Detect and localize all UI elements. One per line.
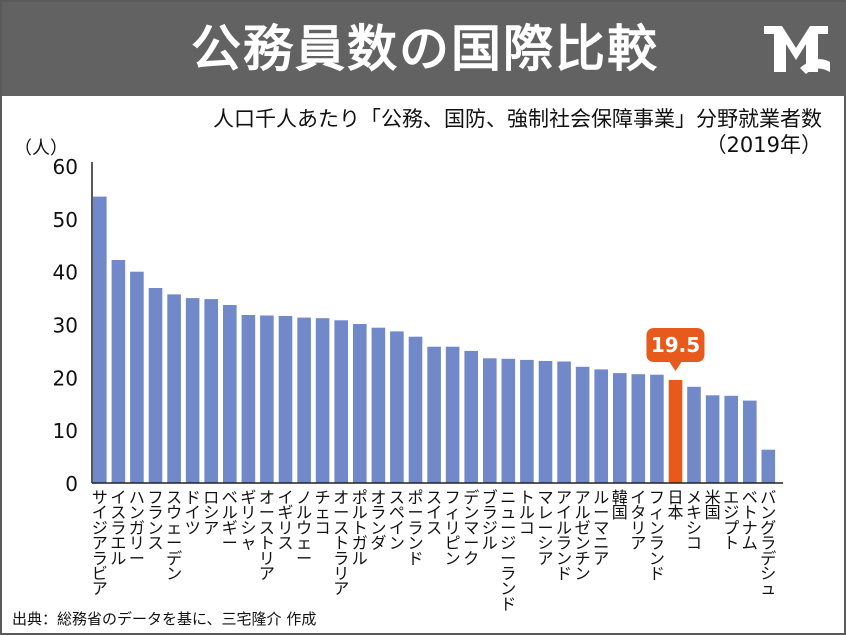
bar — [223, 305, 237, 483]
bar — [148, 288, 163, 483]
bar — [445, 346, 460, 483]
x-tick-label: マレーシア — [537, 488, 553, 568]
highlight-callout — [646, 327, 705, 371]
y-tick-label: 20 — [53, 366, 78, 390]
source-note: 出典：総務省のデータを基に、三宅隆介 作成 — [12, 610, 317, 628]
bar — [613, 373, 627, 483]
x-tick-label: ハンガリー — [129, 488, 145, 568]
x-tick-label: オーストラリア — [333, 488, 349, 598]
bar — [241, 315, 256, 483]
highlight-value-label: 19.5 — [651, 333, 700, 357]
bar — [650, 374, 664, 483]
x-tick-label: アルゼンチン — [575, 488, 591, 583]
bar — [483, 358, 497, 483]
bar — [594, 369, 608, 483]
x-tick-label: バングラデシュ — [760, 488, 776, 598]
bar — [687, 386, 701, 483]
x-tick-label: ルーマニア — [593, 488, 609, 568]
bar — [631, 374, 646, 483]
chart-title: 公務員数の国際比較 — [191, 20, 659, 78]
x-tick-label: トルコ — [519, 488, 535, 537]
x-tick-label: ポーランド — [407, 488, 423, 568]
x-tick-label: ドイツ — [185, 488, 201, 537]
bar — [204, 299, 218, 483]
bar — [501, 358, 516, 483]
x-tick-label: オーストリア — [259, 488, 275, 583]
bar — [520, 359, 534, 483]
y-tick-label: 0 — [65, 472, 78, 496]
bar — [761, 449, 776, 483]
bar — [315, 318, 330, 483]
chart-subtitle: 人口千人あたり「公務、国防、強制社会保障事業」分野就業者数 — [213, 107, 822, 131]
year-note: （2019年） — [705, 133, 822, 157]
y-tick-label: 60 — [53, 155, 78, 179]
x-tick-label: スウェーデン — [166, 488, 182, 583]
y-axis-unit-label: （人） — [14, 138, 68, 159]
bar — [538, 361, 553, 483]
x-tick-label: ニュージーランド — [500, 488, 516, 613]
x-tick-label: イギリス — [277, 488, 293, 553]
x-tick-label: メキシコ — [686, 488, 702, 553]
x-tick-label: チェコ — [315, 488, 331, 537]
bar — [743, 400, 757, 483]
x-tick-label: イタリア — [630, 488, 646, 553]
x-tick-label: イスラエル — [110, 488, 126, 568]
x-tick-label: フランス — [147, 488, 163, 553]
bar — [167, 294, 181, 483]
bar — [111, 260, 126, 483]
x-tick-label: スイス — [426, 488, 442, 537]
bar — [557, 361, 571, 483]
y-tick-label: 40 — [53, 261, 78, 285]
x-tick-label: フィリピン — [445, 488, 461, 568]
x-tick-label: 米国 — [705, 488, 721, 522]
x-tick-label: ブラジル — [482, 488, 498, 553]
x-tick-label: 韓国 — [612, 488, 628, 522]
bar — [278, 316, 293, 483]
x-tick-label: ギリシャ — [240, 488, 256, 553]
y-tick-label: 50 — [53, 208, 78, 232]
bar — [260, 315, 274, 483]
bar — [297, 317, 311, 483]
x-tick-label: ベトナム — [742, 488, 758, 553]
x-tick-label: スペイン — [389, 488, 405, 553]
bar — [334, 320, 348, 483]
bar — [371, 327, 386, 483]
x-tick-label: ポルトガル — [352, 488, 368, 568]
x-tick-label: ベルギー — [222, 488, 238, 553]
y-tick-label: 10 — [53, 419, 78, 443]
x-tick-label: ノルウェー — [296, 488, 312, 568]
bar — [724, 395, 738, 483]
bar-highlight — [668, 380, 683, 483]
bar — [93, 196, 107, 483]
bar — [427, 346, 441, 483]
bar — [408, 336, 423, 483]
x-tick-label: デンマーク — [463, 488, 479, 568]
title-bar: 公務員数の国際比較 — [2, 2, 846, 96]
x-tick-label: フィンランド — [649, 488, 665, 583]
bar — [185, 298, 200, 483]
x-tick-label: サイジアラビア — [92, 488, 108, 598]
bar — [390, 331, 404, 483]
bar — [353, 324, 367, 483]
x-tick-label: 日本 — [667, 488, 683, 522]
x-tick-label: オランダ — [370, 488, 386, 553]
bar — [130, 271, 144, 483]
x-tick-label: ロシア — [203, 488, 219, 537]
mr-logo-icon — [764, 26, 830, 74]
x-tick-label: アイルランド — [556, 488, 572, 583]
x-tick-label: エジプト — [723, 488, 739, 553]
bar — [575, 366, 590, 483]
y-tick-label: 30 — [53, 314, 78, 338]
bar — [705, 395, 720, 483]
bar — [464, 350, 478, 483]
